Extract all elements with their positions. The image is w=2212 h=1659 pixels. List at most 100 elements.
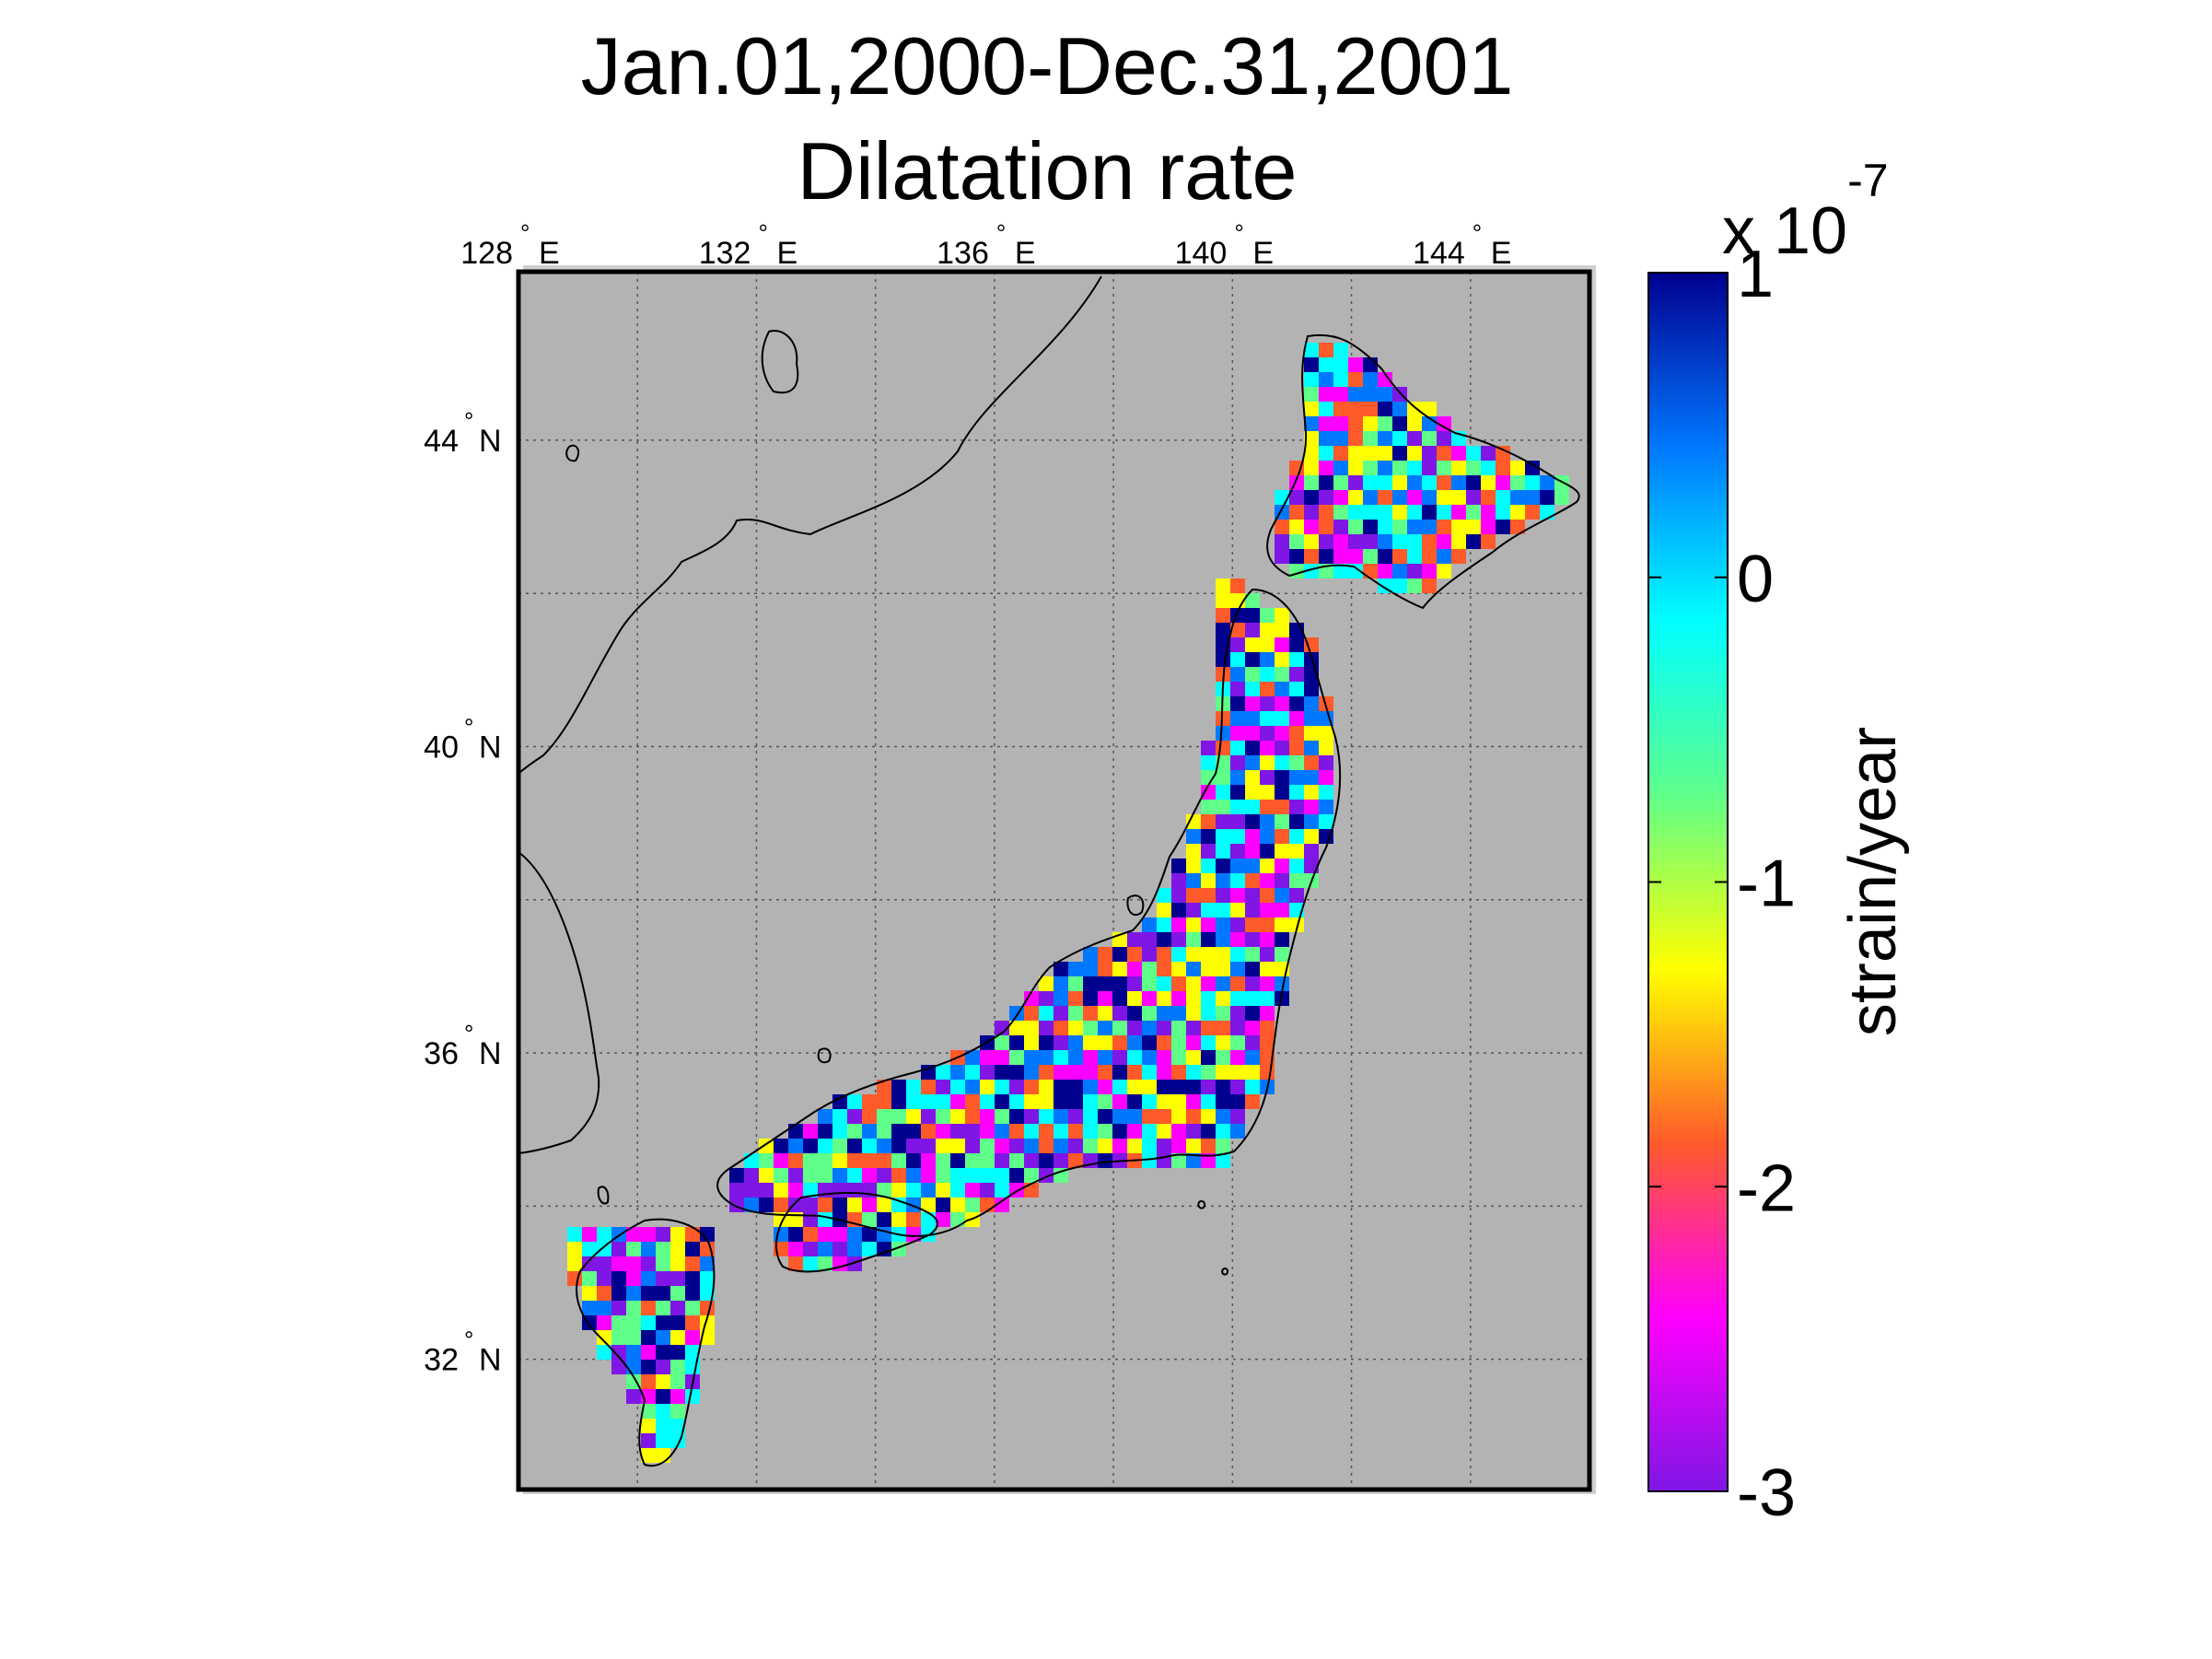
strain-cell: [877, 1094, 891, 1109]
strain-cell: [1039, 1124, 1054, 1139]
strain-cell: [1039, 1035, 1054, 1050]
strain-cell: [1260, 770, 1275, 785]
strain-cell: [1127, 1021, 1142, 1035]
strain-cell: [1275, 667, 1289, 682]
strain-cell: [1216, 1021, 1230, 1035]
strain-cell: [1201, 755, 1216, 770]
strain-cell: [1289, 888, 1304, 903]
strain-cell: [1260, 917, 1275, 932]
strain-cell: [906, 1080, 921, 1094]
strain-cell: [1201, 976, 1216, 991]
strain-cell: [1289, 800, 1304, 814]
strain-cell: [980, 1168, 995, 1183]
strain-cell: [950, 1124, 965, 1139]
strain-cell: [1201, 917, 1216, 932]
strain-cell: [1112, 947, 1127, 962]
strain-cell: [1186, 1153, 1201, 1168]
strain-cell: [832, 1227, 847, 1242]
strain-cell: [818, 1139, 832, 1153]
strain-cell: [1407, 461, 1422, 475]
strain-cell: [1304, 726, 1319, 741]
strain-cell: [832, 1109, 847, 1124]
strain-cell: [1554, 490, 1569, 505]
strain-cell: [936, 1183, 950, 1198]
strain-cell: [1201, 1006, 1216, 1021]
strain-cell: [1289, 696, 1304, 711]
strain-cell: [1157, 932, 1171, 947]
strain-cell: [1083, 991, 1098, 1006]
strain-cell: [1260, 667, 1275, 682]
strain-cell: [1392, 578, 1407, 593]
strain-cell: [862, 1242, 877, 1256]
strain-cell: [1422, 431, 1437, 446]
strain-cell: [1009, 1035, 1024, 1050]
strain-cell: [1142, 1021, 1157, 1035]
strain-cell: [906, 1124, 921, 1139]
strain-cell: [1275, 785, 1289, 800]
strain-cell: [1304, 475, 1319, 490]
strain-cell: [1157, 976, 1171, 991]
strain-cell: [1245, 800, 1260, 814]
strain-cell: [1260, 800, 1275, 814]
strain-cell: [1127, 962, 1142, 976]
strain-cell: [626, 1345, 641, 1360]
strain-cell: [611, 1301, 626, 1315]
strain-cell: [803, 1256, 818, 1271]
strain-cell: [1127, 1080, 1142, 1094]
strain-cell: [877, 1168, 891, 1183]
strain-cell: [1319, 800, 1333, 814]
strain-cell: [597, 1330, 611, 1345]
strain-cell: [700, 1286, 715, 1301]
strain-cell: [1378, 564, 1392, 578]
strain-cell: [1407, 578, 1422, 593]
strain-cell: [921, 1168, 936, 1183]
strain-cell: [950, 1212, 965, 1227]
strain-cell: [1304, 357, 1319, 372]
strain-cell: [1319, 549, 1333, 564]
strain-cell: [1068, 1139, 1083, 1153]
strain-cell: [1068, 1065, 1083, 1080]
strain-cell: [641, 1271, 656, 1286]
latitude-hemisphere: N: [479, 1036, 502, 1071]
strain-cell: [759, 1153, 774, 1168]
strain-cell: [936, 1124, 950, 1139]
strain-cell: [1112, 1109, 1127, 1124]
strain-cell: [1304, 505, 1319, 520]
strain-cell: [1333, 549, 1348, 564]
strain-cell: [1171, 873, 1186, 888]
strain-cell: [818, 1198, 832, 1212]
strain-cell: [1245, 947, 1260, 962]
strain-cell: [1451, 461, 1466, 475]
strain-cell: [1142, 1124, 1157, 1139]
strain-cell: [1319, 829, 1333, 844]
strain-cell: [877, 1109, 891, 1124]
strain-cell: [936, 1168, 950, 1183]
strain-cell: [1083, 1109, 1098, 1124]
strain-cell: [656, 1286, 670, 1301]
strain-cell: [1216, 962, 1230, 976]
strain-cell: [818, 1109, 832, 1124]
degree-mark: °: [464, 407, 473, 435]
strain-cell: [1245, 1065, 1260, 1080]
strain-cell: [877, 1183, 891, 1198]
strain-cell: [1319, 387, 1333, 402]
strain-cell: [1216, 1080, 1230, 1094]
strain-cell: [832, 1094, 847, 1109]
strain-cell: [1304, 859, 1319, 873]
strain-cell: [1068, 991, 1083, 1006]
strain-cell: [1201, 932, 1216, 947]
strain-cell: [1127, 1006, 1142, 1021]
longitude-tick-label: 128: [460, 236, 513, 271]
strain-cell: [1171, 1006, 1186, 1021]
strain-cell: [847, 1256, 862, 1271]
longitude-hemisphere: E: [776, 236, 797, 271]
strain-cell: [1275, 682, 1289, 696]
strain-cell: [980, 1065, 995, 1080]
strain-cell: [1127, 1065, 1142, 1080]
strain-cell: [1304, 800, 1319, 814]
strain-cell: [1392, 534, 1407, 549]
strain-cell: [744, 1198, 759, 1212]
strain-cell: [1392, 416, 1407, 431]
strain-cell: [1275, 991, 1289, 1006]
strain-cell: [641, 1315, 656, 1330]
